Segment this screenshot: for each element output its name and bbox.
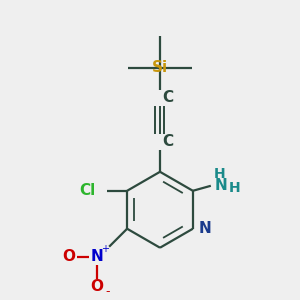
Text: O: O <box>91 279 104 294</box>
Text: -: - <box>105 285 110 298</box>
Text: N: N <box>91 249 103 264</box>
Text: H: H <box>214 167 226 181</box>
Text: Si: Si <box>152 60 168 75</box>
Text: +: + <box>101 244 109 254</box>
Text: C: C <box>162 90 173 105</box>
Text: C: C <box>162 134 173 149</box>
Text: N: N <box>199 221 211 236</box>
Text: N: N <box>214 178 227 193</box>
Text: H: H <box>229 181 241 195</box>
Text: Cl: Cl <box>79 183 95 198</box>
Text: O: O <box>63 249 76 264</box>
